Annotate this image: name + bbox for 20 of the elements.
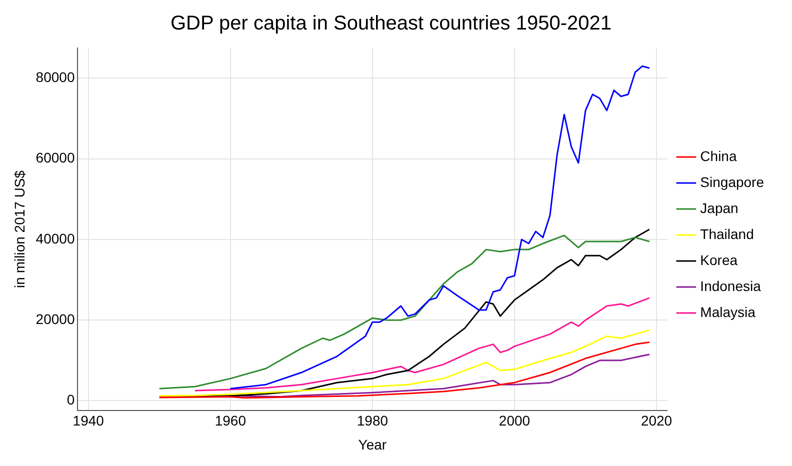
x-tick-label: 1980 — [356, 412, 388, 429]
y-tick-label: 20000 — [36, 310, 75, 327]
legend-label: Thailand — [700, 226, 754, 242]
y-tick-label: 40000 — [36, 230, 75, 246]
x-tick-label: 1960 — [214, 412, 246, 429]
legend-label: Singapore — [700, 174, 764, 190]
legend-label: Indonesia — [700, 278, 762, 294]
x-tick-label: 2000 — [498, 412, 530, 429]
legend-label: Japan — [700, 200, 738, 216]
y-tick-label: 0 — [66, 392, 75, 408]
x-axis-title: Year — [358, 436, 387, 452]
y-tick-label: 60000 — [36, 150, 75, 166]
y-tick-label: 80000 — [36, 69, 75, 86]
x-tick-label: 1940 — [72, 412, 104, 429]
legend-label: Korea — [700, 252, 738, 268]
chart-title: GDP per capita in Southeast countries 1950-2021 — [170, 12, 612, 35]
legend-label: China — [700, 148, 737, 164]
y-axis-title: in milion 2017 US$ — [11, 170, 28, 288]
legend-label: Malaysia — [700, 304, 756, 320]
x-tick-label: 2020 — [640, 412, 672, 429]
